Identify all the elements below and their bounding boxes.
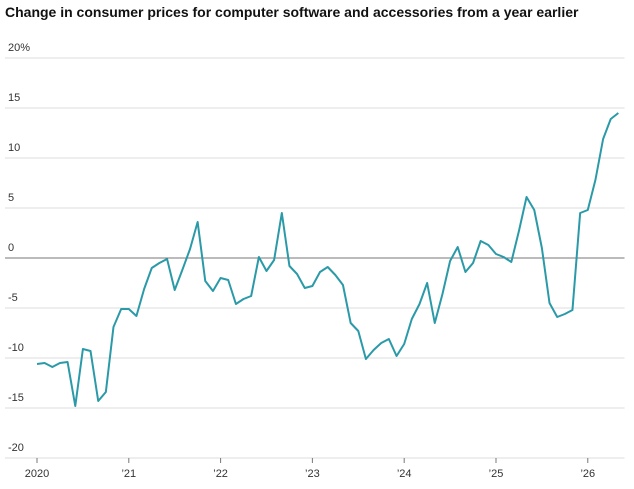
y-tick-label: -10 (8, 342, 24, 354)
data-line (36, 112, 619, 407)
y-tick-label: 10 (8, 142, 20, 154)
x-tick-label: ’22 (213, 468, 228, 480)
y-tick-label: -5 (8, 292, 18, 304)
y-tick-label: 0 (8, 242, 14, 254)
y-tick-label: -15 (8, 392, 24, 404)
x-tick-label: ’26 (580, 468, 595, 480)
x-tick-label: ’21 (121, 468, 136, 480)
x-tick-label: ’24 (397, 468, 412, 480)
x-tick-label: ’25 (489, 468, 504, 480)
y-tick-label: 20% (8, 42, 30, 54)
y-tick-label: -20 (8, 442, 24, 454)
x-tick-label: ’23 (305, 468, 320, 480)
x-tick-label: 2020 (25, 468, 49, 480)
y-tick-label: 15 (8, 92, 20, 104)
chart-title: Change in consumer prices for computer s… (5, 4, 579, 20)
y-tick-label: 5 (8, 192, 14, 204)
